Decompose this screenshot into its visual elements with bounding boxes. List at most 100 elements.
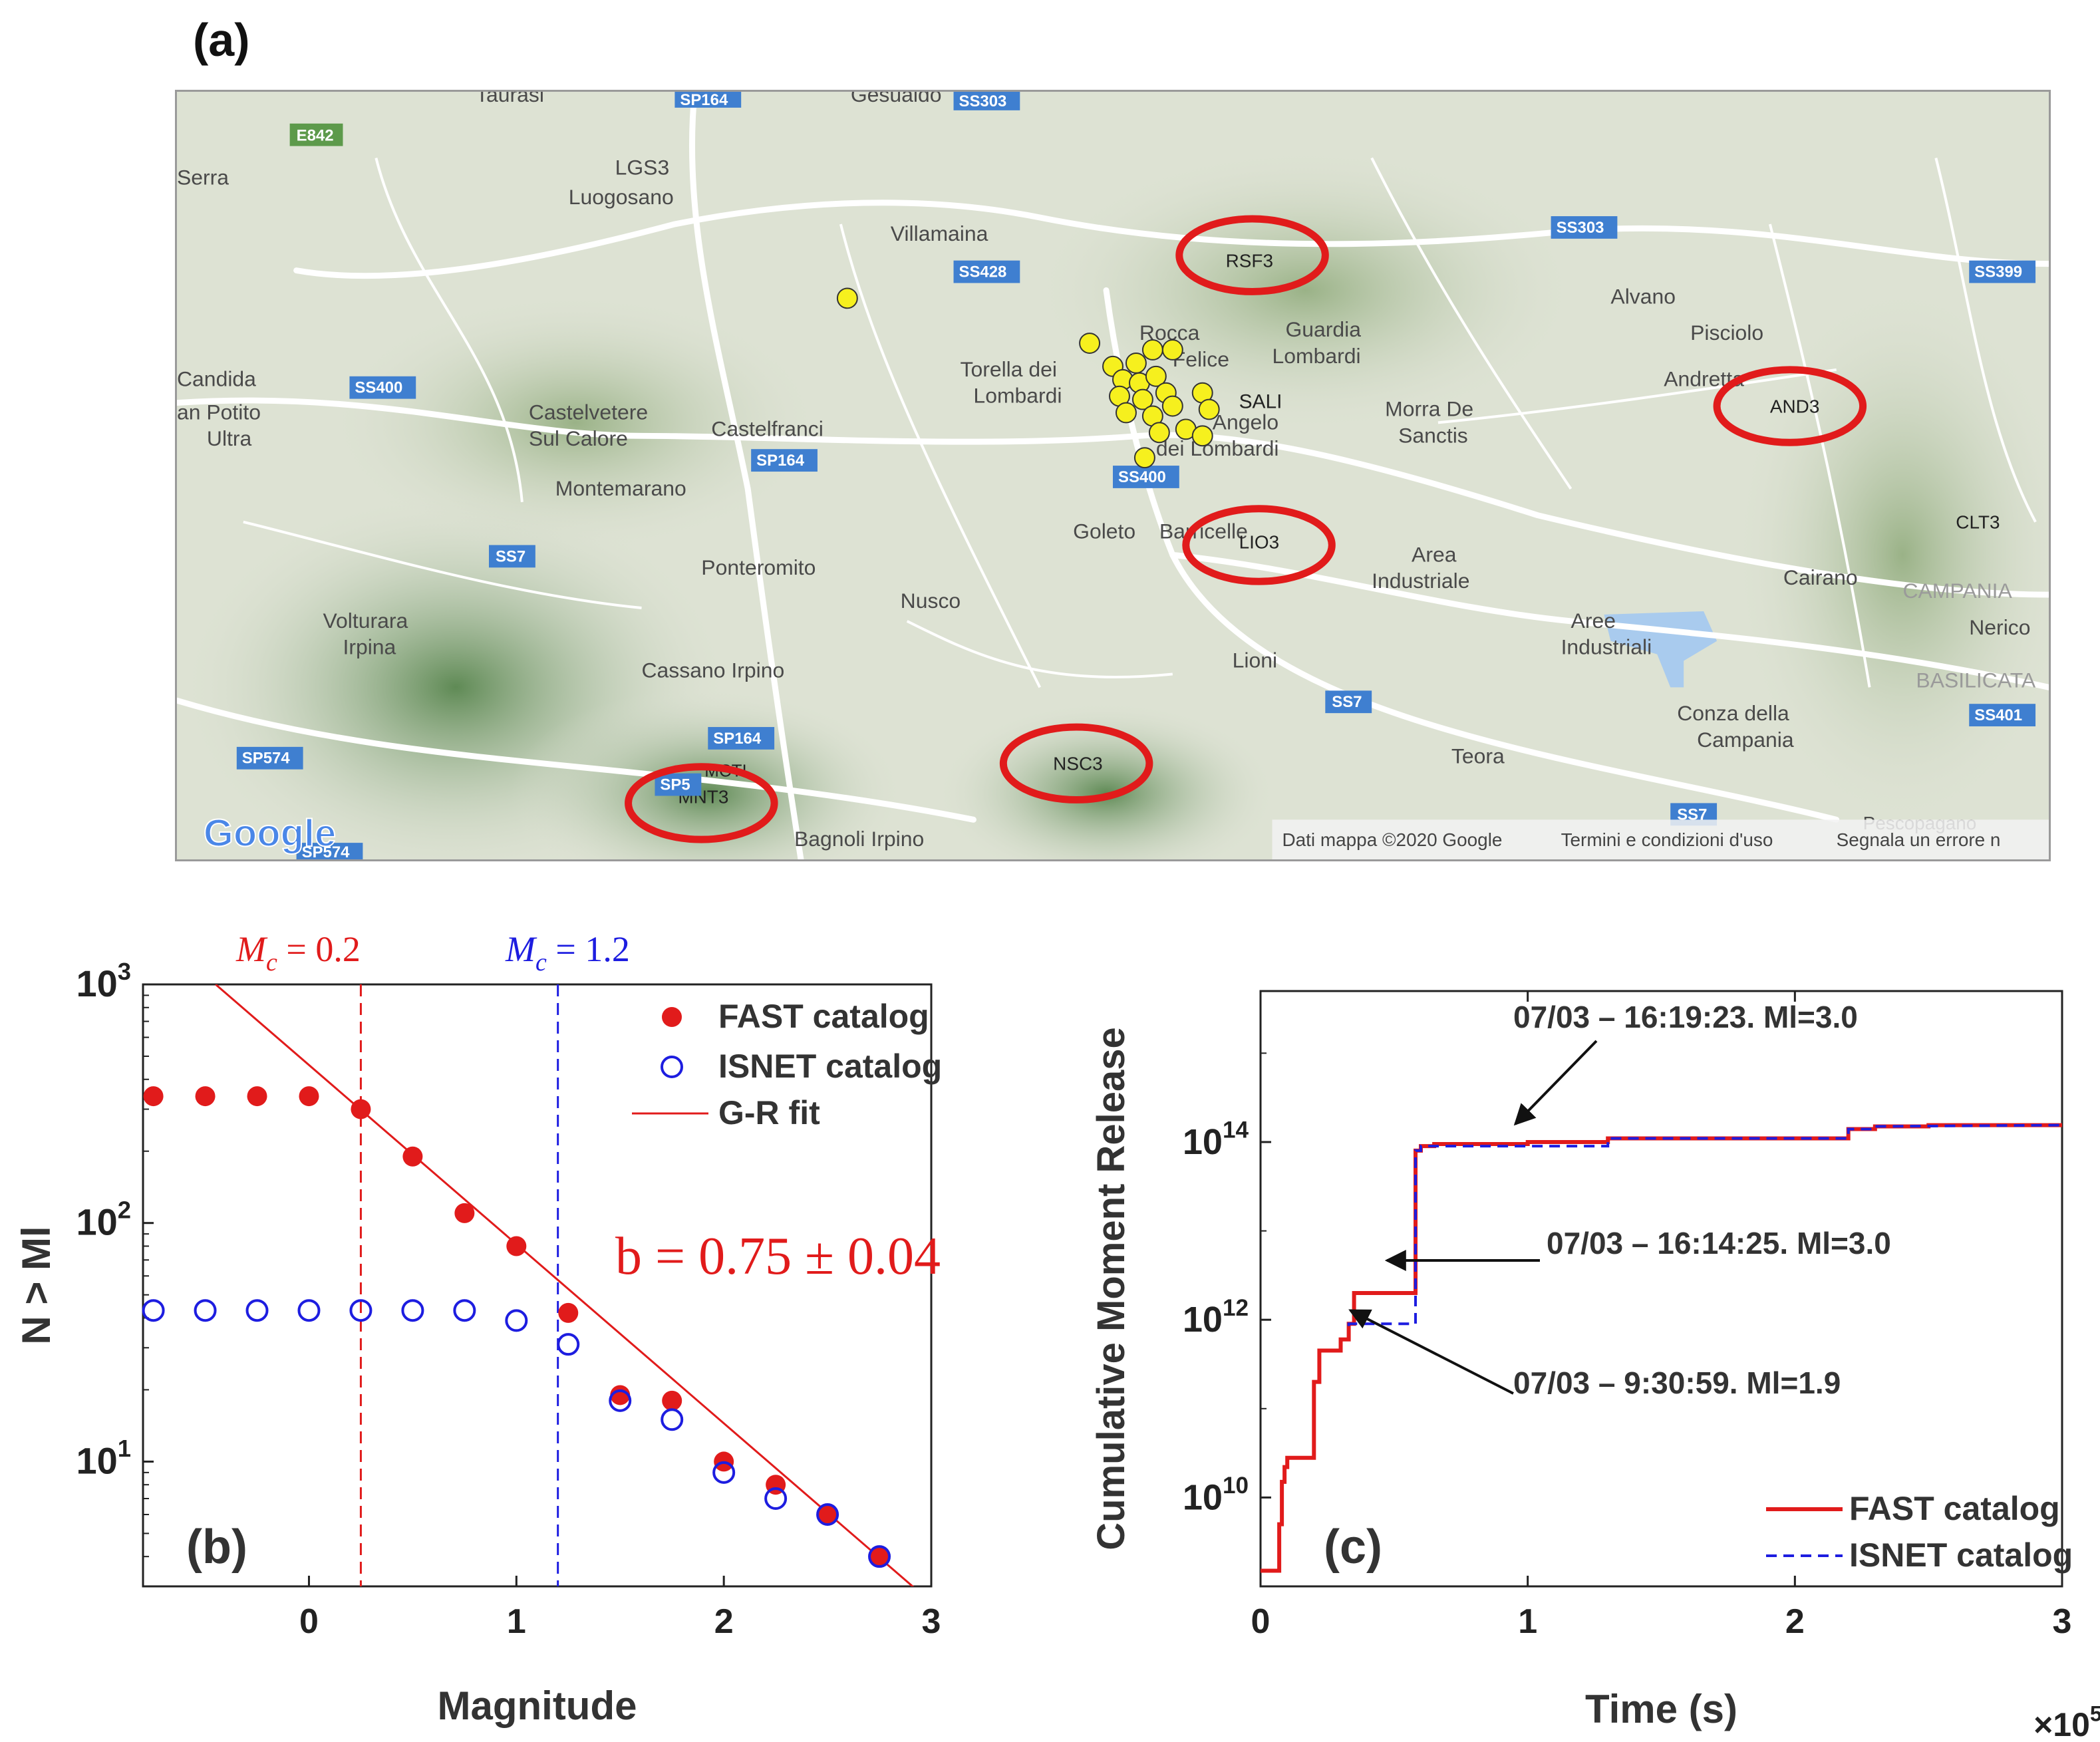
isnet-point <box>142 1299 165 1322</box>
place-luogosano: Luogosano <box>569 185 674 209</box>
legend-label-b: G-R fit <box>718 1094 820 1131</box>
svg-text:SP5: SP5 <box>660 776 690 794</box>
panel-b-label: (b) <box>186 1521 247 1574</box>
attribution: Dati mappa ©2020 Google Termini e condiz… <box>1282 829 2000 850</box>
mc-blue-label: Mc = 1.2 <box>505 929 630 976</box>
place-taurasi: Taurasi <box>476 92 544 106</box>
isnet-point <box>245 1299 269 1322</box>
place-nerico: Nerico <box>1969 615 2030 639</box>
legend-label-b: ISNET catalog <box>718 1048 942 1085</box>
road-sign-ss400-center: SS400 <box>1113 466 1179 488</box>
place-castelvetere-2: Sul Calore <box>529 426 628 450</box>
seismic-events <box>836 287 1220 469</box>
place-nusco: Nusco <box>901 589 961 613</box>
b-value-label: b = 0.75 ± 0.04 <box>615 1227 941 1286</box>
isnet-point <box>505 1309 528 1332</box>
x-tick-label-c: 3 <box>2053 1602 2072 1641</box>
x-tick-label-c: 1 <box>1518 1602 1537 1641</box>
x-tick-label-b: 0 <box>299 1602 319 1641</box>
place-ultra: Ultra <box>207 426 252 450</box>
fast-point <box>454 1203 475 1223</box>
place-montemarano: Montemarano <box>555 476 686 500</box>
place-lioni: Lioni <box>1233 649 1277 672</box>
legend-marker-fast <box>662 1007 682 1027</box>
place-campania: CAMPANIA <box>1902 579 2012 603</box>
y-tick-label-b: 102 <box>76 1197 131 1243</box>
fast-point <box>869 1546 890 1567</box>
isnet-curve <box>1347 1123 2063 1326</box>
place-guardia-1: Guardia <box>1285 317 1361 341</box>
place-lgs3: LGS3 <box>615 155 670 179</box>
y-tick-label-b: 101 <box>76 1435 131 1481</box>
road-signs: SP164 SS303 E842 SS428 SS303 SS399 SS400… <box>236 92 2036 859</box>
road-sign-ss7-center: SS7 <box>1325 690 1372 714</box>
road-sign-ss303-north: SS303 <box>953 92 1020 110</box>
y-tick-label-c: 1010 <box>1183 1473 1249 1517</box>
panel-c-label: (c) <box>1324 1521 1382 1574</box>
road-sign-sp164-north: SP164 <box>675 92 742 109</box>
place-goleto: Goleto <box>1073 519 1135 543</box>
isnet-point <box>401 1299 424 1322</box>
station-lio3-circle <box>1182 505 1336 585</box>
place-san-potito: an Potito <box>177 400 261 424</box>
place-aree-2: Industriali <box>1561 635 1652 659</box>
fast-point <box>818 1505 838 1525</box>
plot-c-frame <box>1259 990 2063 1588</box>
station-mnt3-circle <box>625 763 778 843</box>
annotation-arrow <box>1348 1309 1514 1395</box>
place-serra: Serra <box>177 165 229 189</box>
svg-text:SP164: SP164 <box>680 92 728 109</box>
place-clt3: CLT3 <box>1956 512 2000 533</box>
panel-a-label: (a) <box>193 14 250 66</box>
station-rsf3-label: RSF3 <box>1226 251 1273 271</box>
road-sign-sp164-south: SP164 <box>708 727 775 750</box>
isnet-point <box>194 1299 217 1322</box>
terrain-north <box>1026 144 1584 436</box>
isnet-point <box>868 1545 891 1568</box>
map-panel[interactable]: Taurasi Gesualdo Serra LGS3 Luogosano Vi… <box>175 90 2051 861</box>
isnet-point <box>661 1408 684 1431</box>
svg-text:SP574: SP574 <box>242 750 291 768</box>
svg-text:E842: E842 <box>297 127 334 145</box>
y-tick-label-b: 103 <box>76 958 131 1004</box>
x-tick-label-c: 0 <box>1251 1602 1271 1641</box>
attribution-terms[interactable]: Termini e condizioni d'uso <box>1561 829 1773 850</box>
svg-text:Google: Google <box>204 812 336 855</box>
place-area-2: Industriale <box>1372 569 1469 593</box>
fast-point <box>195 1086 216 1107</box>
svg-text:SS303: SS303 <box>1557 219 1604 237</box>
road-sign-ss303-east: SS303 <box>1551 216 1618 239</box>
terrain-south <box>509 687 907 859</box>
road-sign-ss401: SS401 <box>1969 704 2036 727</box>
fast-point <box>351 1099 371 1119</box>
place-ponteromito: Ponteromito <box>701 555 816 579</box>
attribution-report[interactable]: Segnala un errore n <box>1837 829 2001 850</box>
place-cairano: Cairano <box>1783 565 1858 589</box>
place-dei-lombardi: dei Lombardi <box>1156 436 1279 460</box>
fast-point <box>610 1385 631 1405</box>
place-torella-2: Lombardi <box>973 384 1062 408</box>
fast-point <box>662 1390 682 1411</box>
fast-point <box>247 1086 267 1107</box>
x-multiplier-c: ×105 <box>2033 1702 2100 1742</box>
svg-text:SP574: SP574 <box>302 843 351 859</box>
road-sign-ss7-west: SS7 <box>489 545 535 568</box>
place-volturara-2: Irpina <box>343 635 396 659</box>
legend-label-c: ISNET catalog <box>1849 1536 2073 1574</box>
attribution-bar <box>1272 819 2049 859</box>
station-and3-label: AND3 <box>1770 396 1819 417</box>
place-torella-1: Torella dei <box>960 357 1057 381</box>
isnet-point <box>453 1299 476 1322</box>
gr-fit-line <box>215 984 915 1586</box>
station-rsf3-circle <box>1175 215 1329 295</box>
x-axis-label-b: Magnitude <box>438 1683 637 1728</box>
isnet-point <box>816 1503 839 1526</box>
svg-text:SS7: SS7 <box>496 547 525 565</box>
isnet-point <box>297 1299 321 1322</box>
place-morra-2: Sanctis <box>1398 423 1468 447</box>
x-tick-label-b: 1 <box>507 1602 526 1641</box>
place-aree-1: Aree <box>1571 609 1616 633</box>
road-sign-ss400-west: SS400 <box>349 376 416 399</box>
road-sign-sp164-center: SP164 <box>751 449 818 472</box>
annotation-label: 07/03 – 16:14:25. Ml=3.0 <box>1547 1226 1891 1260</box>
